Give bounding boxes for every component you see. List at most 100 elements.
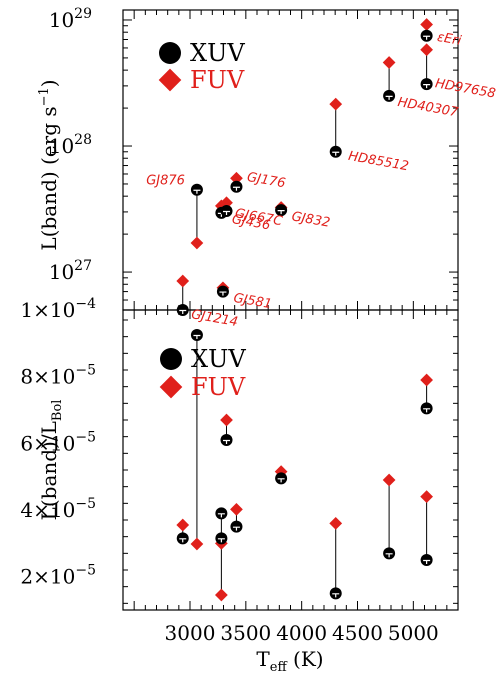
xuv-point (190, 329, 203, 341)
xuv-marker-cross (423, 35, 431, 40)
star-label: GJ1214 (190, 307, 239, 330)
y-tick-label: 1×10−4 (20, 296, 96, 322)
fuv-point (190, 537, 204, 551)
star-label: GJ832 (290, 209, 331, 230)
xuv-marker-cross (232, 526, 240, 531)
top-y-axis-title: L(band) (erg s−1) (37, 79, 61, 250)
xuv-point (176, 304, 189, 316)
xuv-point (383, 547, 396, 560)
legend-fuv-marker (159, 375, 183, 399)
x-tick-labels: 3000 3500 4000 4500 5000 (165, 621, 439, 645)
xuv-point (420, 29, 433, 42)
fuv-point (230, 502, 243, 516)
bottom-y-tick-labels: 2×10−5 4×10−5 6×10−5 8×10−5 1×10−4 (20, 296, 96, 589)
xuv-point (190, 183, 203, 196)
star-label: GJ581 (232, 291, 273, 312)
x-tick-label: 3500 (220, 621, 271, 645)
legend-xuv-label: XUV (190, 39, 245, 67)
xuv-marker-cross (423, 559, 431, 564)
xuv-marker-cross (277, 478, 285, 483)
star-label: εEri (436, 30, 463, 49)
xuv-point (215, 532, 228, 545)
xuv-point (329, 587, 342, 600)
fuv-point (382, 473, 396, 487)
star-label: GJ876 (146, 174, 185, 189)
xuv-point (220, 434, 233, 446)
y-tick-label: 8×10−5 (20, 363, 96, 389)
bottom-y-axis-title: L(band)/LBol (37, 400, 65, 521)
fuv-point (220, 413, 233, 427)
bottom-legend: XUV FUV (159, 345, 246, 401)
xuv-point (329, 145, 342, 158)
xuv-marker-cross (217, 538, 225, 543)
xuv-marker-cross (277, 210, 285, 215)
legend-fuv-label: FUV (191, 373, 246, 401)
top-legend: XUV FUV (158, 39, 245, 94)
xuv-point (230, 180, 243, 193)
xuv-marker-cross (385, 95, 393, 100)
xuv-marker-cross (193, 189, 201, 194)
xuv-point (420, 554, 433, 566)
xuv-marker-cross (223, 210, 231, 216)
y-tick-label: 1027 (49, 258, 92, 284)
fuv-point (190, 236, 204, 250)
legend-xuv-marker (160, 348, 182, 370)
star-label: HD40307 (396, 95, 460, 121)
xuv-marker-cross (193, 334, 201, 339)
y-tick-label: 2×10−5 (20, 563, 96, 589)
xuv-marker-cross (219, 291, 227, 296)
xuv-point (275, 472, 288, 485)
fuv-point (230, 171, 243, 185)
xuv-marker-cross (423, 83, 431, 89)
xuv-point (383, 89, 396, 102)
xuv-marker-cross (217, 513, 225, 518)
xuv-point (275, 204, 288, 217)
xuv-point (420, 402, 433, 415)
xuv-point (215, 507, 228, 520)
fuv-point (329, 97, 343, 111)
fuv-point (420, 490, 433, 504)
legend-xuv-label: XUV (191, 345, 246, 373)
xuv-marker-cross (179, 538, 187, 543)
xuv-marker-cross (223, 439, 231, 444)
xuv-marker-cross (423, 408, 431, 413)
x-tick-label: 3000 (165, 621, 216, 645)
star-label: HD97658 (434, 76, 497, 101)
star-label: GJ176 (246, 170, 287, 191)
xuv-point (420, 78, 433, 91)
bottom-axis-ticks (123, 310, 458, 610)
fuv-point (382, 56, 396, 69)
xuv-point (216, 285, 229, 298)
fuv-point (215, 588, 228, 602)
xuv-point (220, 205, 233, 218)
xuv-point (230, 520, 243, 533)
fuv-point (176, 274, 190, 288)
y-tick-label: 4×10−5 (20, 496, 96, 522)
star-label: GJ436 (231, 212, 272, 233)
xuv-point (176, 532, 189, 545)
y-tick-label: 6×10−5 (20, 429, 96, 455)
star-label: HD85512 (347, 149, 410, 174)
x-tick-label: 4000 (276, 621, 327, 645)
y-tick-label: 1028 (49, 132, 92, 158)
fuv-point (420, 18, 433, 31)
legend-fuv-label: FUV (190, 66, 245, 94)
fuv-point (420, 43, 433, 57)
top-y-tick-labels: 1027 1028 1029 (49, 6, 92, 284)
fuv-point (220, 196, 233, 210)
xuv-marker-cross (179, 309, 187, 314)
top-data-points (176, 18, 433, 316)
legend-xuv-marker (159, 42, 181, 64)
xuv-marker-cross (332, 593, 340, 598)
fuv-point (329, 516, 343, 530)
fuv-point (176, 518, 190, 532)
fuv-point (420, 373, 433, 387)
x-tick-label: 4500 (332, 621, 383, 645)
xuv-marker-cross (385, 553, 393, 558)
x-axis-title: Teff (K) (256, 647, 323, 675)
x-tick-label: 5000 (388, 621, 439, 645)
legend-fuv-marker (158, 68, 182, 92)
y-tick-label: 1029 (49, 6, 92, 32)
xuv-marker-cross (232, 186, 240, 191)
